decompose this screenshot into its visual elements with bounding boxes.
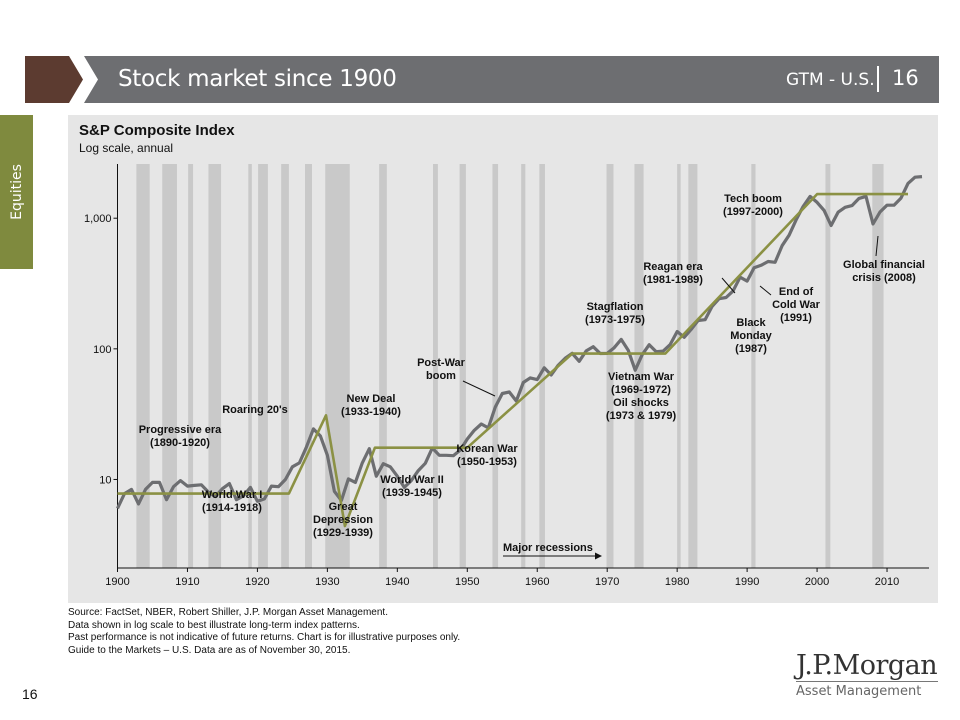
header-separator xyxy=(877,66,879,92)
x-tick-label: 1980 xyxy=(665,576,689,588)
x-tick-label: 1960 xyxy=(525,576,549,588)
sidebar-tab-equities[interactable]: Equities xyxy=(0,115,33,269)
legend-major-recessions: Major recessions xyxy=(503,542,593,554)
x-tick-label: 2010 xyxy=(875,576,899,588)
x-tick-label: 1900 xyxy=(105,576,129,588)
footnote-line: Source: FactSet, NBER, Robert Shiller, J… xyxy=(68,607,388,618)
annotation-label: Vietnam War xyxy=(608,371,675,383)
recession-band xyxy=(539,164,545,568)
annotation-label: (1950-1953) xyxy=(457,456,517,468)
annotation-label: End of xyxy=(779,286,814,298)
annotation-label: World War I xyxy=(202,489,263,501)
recession-band xyxy=(825,164,831,568)
annotation-label: Monday xyxy=(730,330,772,342)
annotation-label: Progressive era xyxy=(139,424,222,436)
recession-band xyxy=(248,164,252,568)
annotation-label: boom xyxy=(426,370,456,382)
x-tick-label: 1950 xyxy=(455,576,479,588)
annotation-leader xyxy=(875,235,879,257)
y-tick-label: 100 xyxy=(93,344,111,356)
annotation-label: Global financial xyxy=(843,259,925,271)
header-arrow-block xyxy=(25,56,83,103)
annotation-label: New Deal xyxy=(347,393,396,405)
recession-band xyxy=(281,164,289,568)
recession-band xyxy=(162,164,177,568)
recession-band xyxy=(136,164,150,568)
annotation-label: Korean War xyxy=(456,443,518,455)
x-tick-label: 1970 xyxy=(595,576,619,588)
series-line-sp-composite xyxy=(116,175,923,510)
y-tick-label: 10 xyxy=(99,474,111,486)
header-page-number: 16 xyxy=(892,66,919,90)
footnotes: Source: FactSet, NBER, Robert Shiller, J… xyxy=(68,607,460,657)
annotation-label: Post-War xyxy=(417,357,466,369)
slide-title: Stock market since 1900 xyxy=(118,66,397,92)
footnote-line: Past performance is not indicative of fu… xyxy=(68,632,461,643)
recession-band xyxy=(188,164,194,568)
recession-band xyxy=(751,164,756,568)
annotation-label: (1981-1989) xyxy=(643,274,703,286)
annotation-label: (1997-2000) xyxy=(723,206,783,218)
recession-band xyxy=(606,164,614,568)
recession-band xyxy=(304,164,312,568)
annotation-leader xyxy=(462,380,496,397)
annotation-label: Stagflation xyxy=(587,301,644,313)
logo-sub-text: Asset Management xyxy=(796,681,938,699)
annotation-label: Cold War xyxy=(772,299,821,311)
annotation-label: Reagan era xyxy=(643,261,703,273)
annotation-label: Roaring 20's xyxy=(222,404,288,416)
page-number: 16 xyxy=(22,686,38,702)
x-tick-label: 1920 xyxy=(245,576,269,588)
x-tick-label: 2000 xyxy=(805,576,829,588)
annotation-label: (1973-1975) xyxy=(585,314,645,326)
recession-band xyxy=(258,164,268,568)
y-tick-label: 1,000 xyxy=(84,213,112,225)
annotation-label: (1987) xyxy=(735,343,767,355)
recession-band xyxy=(433,164,438,568)
jpmorgan-logo: J.P.Morgan Asset Management xyxy=(796,650,938,699)
recession-band xyxy=(459,164,466,568)
recession-band xyxy=(872,164,884,568)
annotation-label: (1969-1972) xyxy=(611,384,671,396)
header-bar xyxy=(84,56,939,103)
x-tick-label: 1940 xyxy=(385,576,409,588)
x-tick-label: 1930 xyxy=(315,576,339,588)
annotation-label: crisis (2008) xyxy=(852,272,916,284)
annotation-label: (1973 & 1979) xyxy=(606,410,677,422)
annotation-label: Tech boom xyxy=(724,193,782,205)
x-tick-label: 1990 xyxy=(735,576,759,588)
recession-band xyxy=(325,164,350,568)
footnote-line: Data shown in log scale to best illustra… xyxy=(68,619,360,631)
annotation-label: (1929-1939) xyxy=(313,527,373,539)
recession-band xyxy=(521,164,526,568)
recession-band xyxy=(492,164,499,568)
recession-band xyxy=(208,164,222,568)
x-tick-label: 1910 xyxy=(175,576,199,588)
annotation-label: World War II xyxy=(380,474,444,486)
annotation-label: (1933-1940) xyxy=(341,406,401,418)
annotation-label: Great xyxy=(329,501,358,513)
annotation-label: (1939-1945) xyxy=(382,487,442,499)
chart-title: S&P Composite Index xyxy=(79,122,235,139)
annotation-label: Oil shocks xyxy=(613,397,669,409)
chart-subtitle: Log scale, annual xyxy=(79,141,174,155)
legend-arrow-head xyxy=(595,552,602,560)
recession-band xyxy=(688,164,698,568)
recession-band xyxy=(677,164,681,568)
annotation-leader xyxy=(759,285,772,296)
recession-band xyxy=(634,164,644,568)
series-line-trend xyxy=(117,192,908,528)
annotation-label: Black xyxy=(736,317,766,329)
annotation-label: (1890-1920) xyxy=(150,437,210,449)
footnote-line: Guide to the Markets – U.S. Data are as … xyxy=(68,644,351,656)
annotation-label: (1914-1918) xyxy=(202,502,262,514)
annotation-label: Depression xyxy=(313,514,373,526)
gtm-tag: GTM - U.S. xyxy=(786,70,875,90)
annotation-label: (1991) xyxy=(780,312,812,324)
logo-main-text: J.P.Morgan xyxy=(796,650,938,681)
annotation-leader xyxy=(721,277,736,294)
recession-band xyxy=(379,164,387,568)
